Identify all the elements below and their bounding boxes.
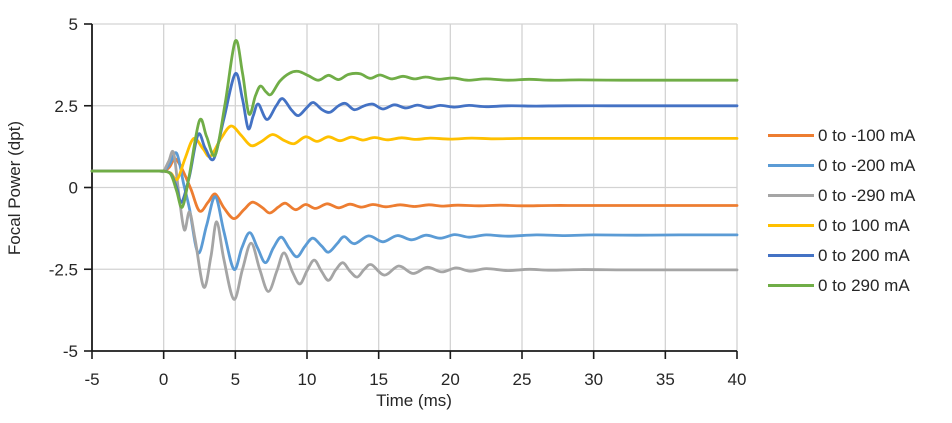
tick-labels: -5 0 5 10 15 20 25 30 35 40 5 2.5 0 -2.5 -5 (49, 15, 747, 389)
legend-item: 0 to 290 mA (768, 270, 915, 300)
legend-swatch-line (768, 253, 814, 257)
legend-swatch-line (768, 283, 814, 287)
legend-label: 0 to 100 mA (818, 215, 910, 235)
x-tick-label: 10 (298, 370, 317, 389)
y-tick-label: -5 (63, 342, 78, 361)
legend-label: 0 to -290 mA (818, 185, 916, 205)
x-tick-label: -5 (84, 370, 99, 389)
x-tick-label: 20 (441, 370, 460, 389)
legend-swatch-line (768, 163, 814, 167)
x-tick-label: 35 (656, 370, 675, 389)
legend-swatch-line (768, 223, 814, 227)
legend-label: 0 to 200 mA (818, 245, 910, 265)
legend-item: 0 to -100 mA (768, 120, 915, 150)
x-tick-label: 0 (159, 370, 168, 389)
legend-label: 0 to -200 mA (818, 155, 916, 175)
legend-item: 0 to 200 mA (768, 240, 915, 270)
x-tick-label: 15 (369, 370, 388, 389)
series-line (90, 157, 739, 220)
legend-item: 0 to 100 mA (768, 210, 915, 240)
legend-item: 0 to -200 mA (768, 150, 915, 180)
legend-swatch-line (768, 193, 814, 197)
x-tick-label: 5 (231, 370, 240, 389)
x-tick-label: 30 (584, 370, 603, 389)
series-line (90, 39, 739, 209)
legend-label: 0 to -100 mA (818, 125, 916, 145)
legend-swatch-line (768, 133, 814, 137)
legend: 0 to -100 mA 0 to -200 mA 0 to -290 mA 0 to… (768, 120, 915, 300)
legend-label: 0 to 290 mA (818, 275, 910, 295)
legend-item: 0 to -290 mA (768, 180, 915, 210)
y-tick-label: 0 (69, 179, 78, 198)
x-tick-label: 40 (728, 370, 747, 389)
series-line (90, 149, 739, 301)
y-tick-label: 2.5 (54, 97, 78, 116)
y-axis-title: Focal Power (dpt) (5, 121, 24, 255)
y-tick-label: 5 (69, 15, 78, 34)
x-tick-label: 25 (513, 370, 532, 389)
series-line (90, 124, 739, 182)
series-lines (90, 39, 739, 301)
y-tick-label: -2.5 (49, 260, 78, 279)
x-axis-title: Time (ms) (376, 391, 452, 410)
axes (84, 23, 738, 359)
